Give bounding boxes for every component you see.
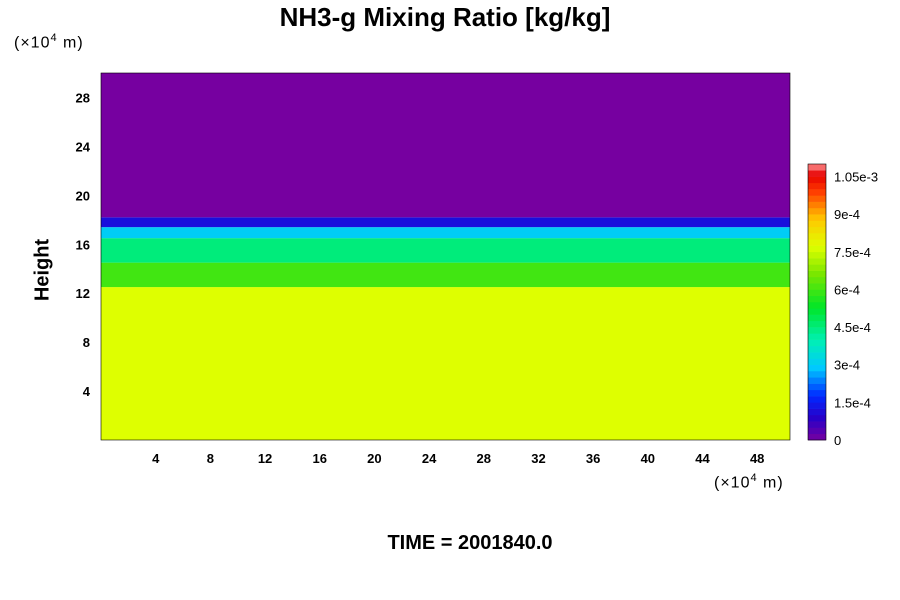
heatmap-layer-3 <box>101 227 790 239</box>
colorbar-tick-label: 1.05e-3 <box>834 170 878 185</box>
y-tick-label: 28 <box>76 90 90 105</box>
colorbar-frame <box>807 163 827 441</box>
x-unit-prefix: (×10 <box>714 474 751 492</box>
y-tick-label: 20 <box>76 188 90 203</box>
colorbar-tick-label: 0 <box>834 433 841 448</box>
colorbar-tick-label: 6e-4 <box>834 282 860 297</box>
colorbar-tick-label: 4.5e-4 <box>834 320 871 335</box>
colorbar-swatch <box>808 371 826 378</box>
colorbar-swatch <box>808 364 826 372</box>
heatmap-layer-0 <box>101 287 790 440</box>
colorbar-swatch <box>808 239 826 246</box>
y-tick-label: 4 <box>83 384 91 399</box>
colorbar-swatch <box>808 195 826 202</box>
x-tick-label: 8 <box>207 451 214 466</box>
y-unit-exponent: 4 <box>50 32 58 44</box>
x-tick-label: 36 <box>586 451 600 466</box>
x-tick-label: 24 <box>422 451 437 466</box>
colorbar-swatch <box>808 383 826 391</box>
colorbar-swatch <box>808 358 826 366</box>
colorbar-swatch <box>808 214 826 221</box>
y-tick-label: 16 <box>76 237 90 252</box>
x-tick-label: 40 <box>641 451 655 466</box>
colorbar-swatch <box>808 396 826 403</box>
colorbar-tick-label: 9e-4 <box>834 207 860 222</box>
colorbar-swatch <box>808 201 826 209</box>
chart-title: NH3-g Mixing Ratio [kg/kg] <box>279 2 611 32</box>
colorbar-swatch <box>808 283 826 290</box>
colorbar-swatch <box>808 339 826 347</box>
colorbar-swatch <box>808 164 826 171</box>
plot-frame <box>100 72 791 441</box>
y-axis-unit: (×104 m) <box>14 32 84 52</box>
x-tick-label: 16 <box>312 451 326 466</box>
colorbar-tick-label: 7.5e-4 <box>834 245 871 260</box>
colorbar-swatch <box>808 176 826 184</box>
colorbar-swatch <box>808 189 826 196</box>
colorbar-swatch <box>808 427 826 435</box>
colorbar-swatch <box>808 408 826 416</box>
colorbar-swatch <box>808 264 826 271</box>
x-unit-exponent: 4 <box>750 472 758 484</box>
colorbar-swatch <box>808 220 826 228</box>
colorbar-tick-label: 1.5e-4 <box>834 395 871 410</box>
colorbar-tick-label: 3e-4 <box>834 358 860 373</box>
colorbar-swatch <box>808 414 826 422</box>
colorbar-swatch <box>808 308 826 315</box>
colorbar-swatch <box>808 251 826 259</box>
y-unit-suffix: m) <box>57 34 84 52</box>
heatmap-layer-2 <box>101 238 790 263</box>
colorbar-swatch <box>808 258 826 265</box>
colorbar-swatch <box>808 233 826 240</box>
x-tick-label: 28 <box>477 451 491 466</box>
x-tick-label: 48 <box>750 451 764 466</box>
x-axis-unit: (×104 m) <box>714 472 784 492</box>
colorbar-swatch <box>808 314 826 322</box>
colorbar-swatch <box>808 421 826 428</box>
colorbar-swatch <box>808 377 826 384</box>
colorbar-swatch <box>808 207 826 215</box>
colorbar-swatch <box>808 170 826 177</box>
heatmap-layer-4 <box>101 217 790 228</box>
y-tick-label: 24 <box>76 139 91 154</box>
colorbar-swatch <box>808 433 826 441</box>
x-tick-label: 12 <box>258 451 272 466</box>
y-tick-label: 12 <box>76 286 90 301</box>
x-unit-suffix: m) <box>757 474 784 492</box>
colorbar-swatch <box>808 226 826 234</box>
colorbar-swatch <box>808 327 826 334</box>
colorbar-swatch <box>808 345 826 353</box>
colorbar-swatch <box>808 182 826 190</box>
colorbar-swatch <box>808 333 826 340</box>
heatmap-layer-1 <box>101 262 790 288</box>
x-tick-label: 4 <box>152 451 160 466</box>
x-tick-label: 44 <box>695 451 710 466</box>
colorbar-swatch <box>808 302 826 309</box>
colorbar-swatch <box>808 289 826 297</box>
colorbar-swatch <box>808 245 826 253</box>
colorbar-swatch <box>808 276 826 284</box>
x-tick-label: 20 <box>367 451 381 466</box>
colorbar-swatch <box>808 402 826 409</box>
colorbar-swatch <box>808 352 826 359</box>
y-unit-prefix: (×10 <box>14 34 51 52</box>
heatmap-layer-5 <box>101 73 790 218</box>
colorbar-swatch <box>808 295 826 303</box>
colorbar-swatch <box>808 389 826 397</box>
y-tick-label: 8 <box>83 335 90 350</box>
colorbar-swatch <box>808 270 826 278</box>
time-label: TIME = 2001840.0 <box>387 532 553 554</box>
x-tick-label: 32 <box>531 451 545 466</box>
colorbar-swatch <box>808 320 826 328</box>
